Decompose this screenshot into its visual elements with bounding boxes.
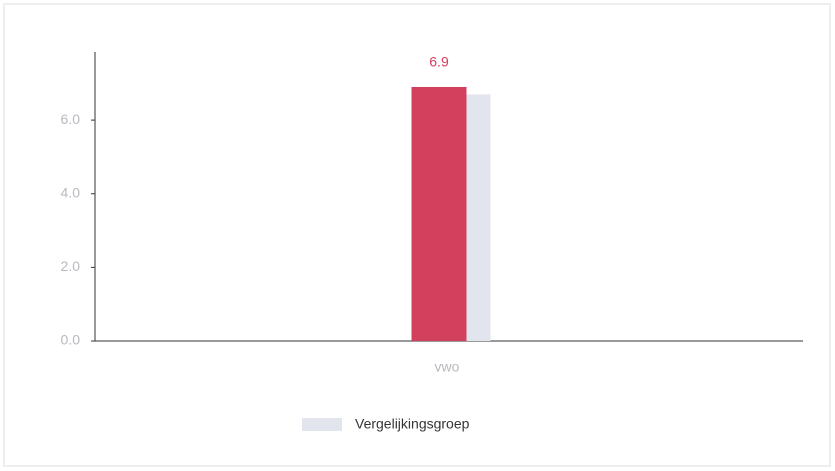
y-tick-label: 0.0 <box>61 332 81 348</box>
x-tick-label: vwo <box>435 359 460 375</box>
legend-swatch <box>302 418 342 431</box>
bar <box>411 86 467 342</box>
legend-label: Vergelijkingsgroep <box>355 416 470 432</box>
bar <box>466 94 491 341</box>
y-tick-label: 2.0 <box>61 258 81 274</box>
data-label: 6.9 <box>429 54 449 70</box>
y-tick-label: 6.0 <box>61 111 81 127</box>
y-tick-label: 4.0 <box>61 184 81 200</box>
